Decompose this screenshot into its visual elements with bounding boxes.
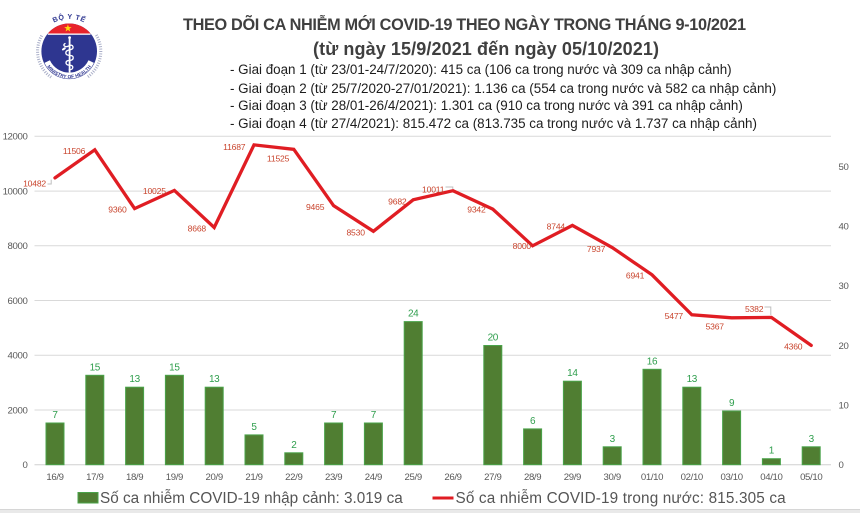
svg-text:20: 20 xyxy=(488,333,499,344)
svg-text:29/9: 29/9 xyxy=(564,472,581,483)
svg-text:9465: 9465 xyxy=(306,202,325,212)
svg-text:7: 7 xyxy=(331,410,337,421)
svg-text:14: 14 xyxy=(567,368,578,379)
svg-text:28/9: 28/9 xyxy=(524,472,541,483)
svg-text:5382: 5382 xyxy=(745,304,764,314)
svg-text:10011: 10011 xyxy=(422,184,445,194)
svg-text:05/10: 05/10 xyxy=(800,472,822,483)
svg-text:20/9: 20/9 xyxy=(206,472,223,483)
svg-text:8530: 8530 xyxy=(346,227,365,237)
svg-text:40: 40 xyxy=(839,222,849,233)
svg-text:8668: 8668 xyxy=(188,224,207,234)
svg-text:1: 1 xyxy=(769,446,775,457)
svg-text:3: 3 xyxy=(809,434,815,445)
svg-text:11525: 11525 xyxy=(267,153,290,163)
svg-text:50: 50 xyxy=(839,162,849,173)
svg-text:9682: 9682 xyxy=(388,196,407,206)
svg-text:10: 10 xyxy=(839,401,849,412)
svg-text:30/9: 30/9 xyxy=(604,472,621,483)
svg-text:30: 30 xyxy=(839,281,849,292)
svg-text:BỘ Y TẾ: BỘ Y TẾ xyxy=(51,12,87,24)
svg-text:13: 13 xyxy=(687,374,698,385)
svg-text:5367: 5367 xyxy=(706,321,725,331)
svg-text:8000: 8000 xyxy=(8,241,28,252)
svg-text:11687: 11687 xyxy=(223,142,246,152)
svg-text:8000: 8000 xyxy=(513,241,532,251)
svg-text:Số ca nhiễm COVID-19 trong nướ: Số ca nhiễm COVID-19 trong nước: 815.305… xyxy=(456,490,787,507)
svg-text:5: 5 xyxy=(251,422,257,433)
svg-text:0: 0 xyxy=(23,460,28,471)
svg-text:7: 7 xyxy=(52,410,58,421)
svg-text:4000: 4000 xyxy=(8,351,28,362)
svg-text:7: 7 xyxy=(371,410,377,421)
svg-text:6941: 6941 xyxy=(626,271,645,281)
svg-text:19/9: 19/9 xyxy=(166,472,183,483)
svg-text:9: 9 xyxy=(729,398,735,409)
svg-text:24: 24 xyxy=(408,309,419,320)
svg-text:8744: 8744 xyxy=(547,222,566,232)
svg-text:Số ca nhiễm COVID-19 nhập cảnh: Số ca nhiễm COVID-19 nhập cảnh: 3.019 ca xyxy=(100,490,403,507)
svg-text:10025: 10025 xyxy=(143,186,166,196)
svg-text:11506: 11506 xyxy=(63,146,86,156)
svg-text:10000: 10000 xyxy=(3,187,28,198)
svg-text:02/10: 02/10 xyxy=(681,472,703,483)
svg-text:4360: 4360 xyxy=(784,342,803,352)
svg-text:25/9: 25/9 xyxy=(405,472,422,483)
svg-text:6000: 6000 xyxy=(8,296,28,307)
svg-text:22/9: 22/9 xyxy=(285,472,302,483)
svg-text:6: 6 xyxy=(530,416,536,427)
svg-text:9360: 9360 xyxy=(108,205,127,215)
svg-text:24/9: 24/9 xyxy=(365,472,382,483)
svg-text:16: 16 xyxy=(647,356,658,367)
svg-text:23/9: 23/9 xyxy=(325,472,342,483)
svg-text:15: 15 xyxy=(169,362,180,373)
svg-text:9342: 9342 xyxy=(467,205,486,215)
svg-text:04/10: 04/10 xyxy=(760,472,782,483)
svg-text:7937: 7937 xyxy=(587,244,606,254)
svg-text:3: 3 xyxy=(610,434,616,445)
svg-text:5477: 5477 xyxy=(665,311,684,321)
svg-text:21/9: 21/9 xyxy=(245,472,262,483)
svg-text:01/10: 01/10 xyxy=(641,472,663,483)
svg-text:20: 20 xyxy=(839,341,849,352)
svg-text:18/9: 18/9 xyxy=(126,472,143,483)
svg-text:17/9: 17/9 xyxy=(86,472,103,483)
svg-text:2000: 2000 xyxy=(8,405,28,416)
svg-text:03/10: 03/10 xyxy=(720,472,742,483)
svg-text:26/9: 26/9 xyxy=(444,472,461,483)
svg-text:2: 2 xyxy=(291,440,297,451)
svg-text:13: 13 xyxy=(209,374,220,385)
svg-text:13: 13 xyxy=(129,374,140,385)
svg-text:27/9: 27/9 xyxy=(484,472,501,483)
svg-text:12000: 12000 xyxy=(3,132,28,143)
svg-text:0: 0 xyxy=(839,460,844,471)
svg-text:15: 15 xyxy=(90,362,101,373)
svg-text:16/9: 16/9 xyxy=(46,472,63,483)
svg-text:10482: 10482 xyxy=(23,179,46,189)
